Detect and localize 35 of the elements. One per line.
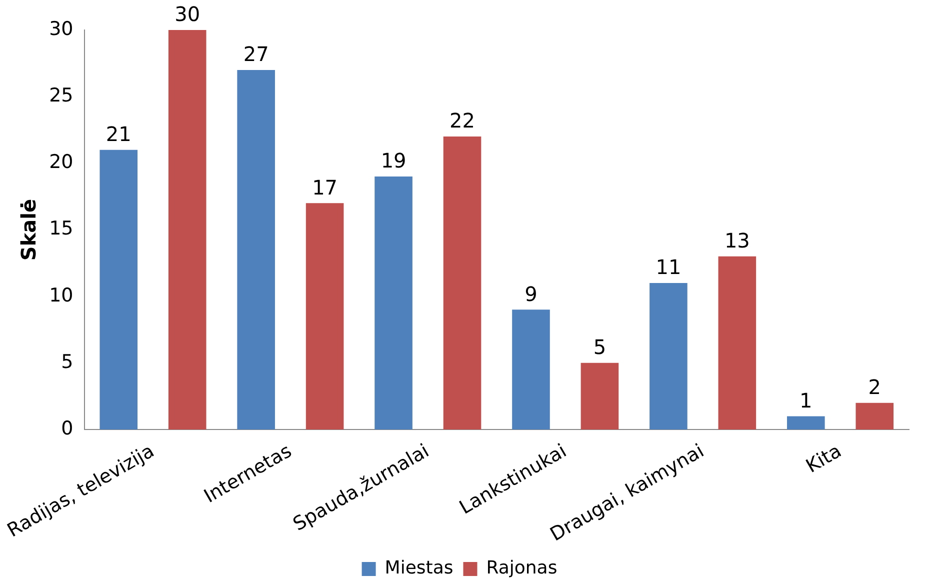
bar [718, 256, 756, 430]
legend-label: Rajonas [486, 558, 558, 579]
data-label: 17 [312, 175, 338, 200]
bar [237, 70, 275, 430]
bar [306, 203, 344, 430]
data-label: 30 [174, 2, 200, 26]
bar [650, 283, 688, 430]
y-tick-label: 25 [49, 84, 74, 107]
data-label: 22 [450, 108, 475, 133]
legend-label: Miestas [384, 558, 454, 579]
bar [580, 362, 619, 430]
bar [374, 176, 412, 430]
y-tick-label: 5 [61, 350, 74, 373]
y-tick-label: 30 [49, 18, 74, 40]
data-label: 19 [380, 148, 406, 173]
data-label: 9 [524, 282, 538, 306]
data-label: 2 [868, 375, 882, 400]
y-tick-label: 20 [49, 151, 74, 174]
y-axis-title: Skalė [16, 198, 40, 261]
x-tick-label: Kita [802, 440, 846, 478]
bar [856, 402, 894, 430]
data-label: 1 [800, 388, 812, 412]
bar [787, 416, 825, 430]
bar [443, 136, 482, 430]
data-label: 11 [656, 255, 682, 280]
data-label: 21 [106, 122, 132, 146]
data-label: 5 [593, 335, 606, 360]
bar [168, 30, 206, 430]
bar [100, 150, 138, 430]
y-tick-label: 0 [61, 417, 74, 440]
y-tick-label: 10 [49, 284, 74, 306]
y-tick-label: 15 [49, 218, 74, 240]
bar [512, 310, 550, 430]
data-label: 27 [243, 42, 269, 66]
data-label: 13 [724, 228, 750, 253]
